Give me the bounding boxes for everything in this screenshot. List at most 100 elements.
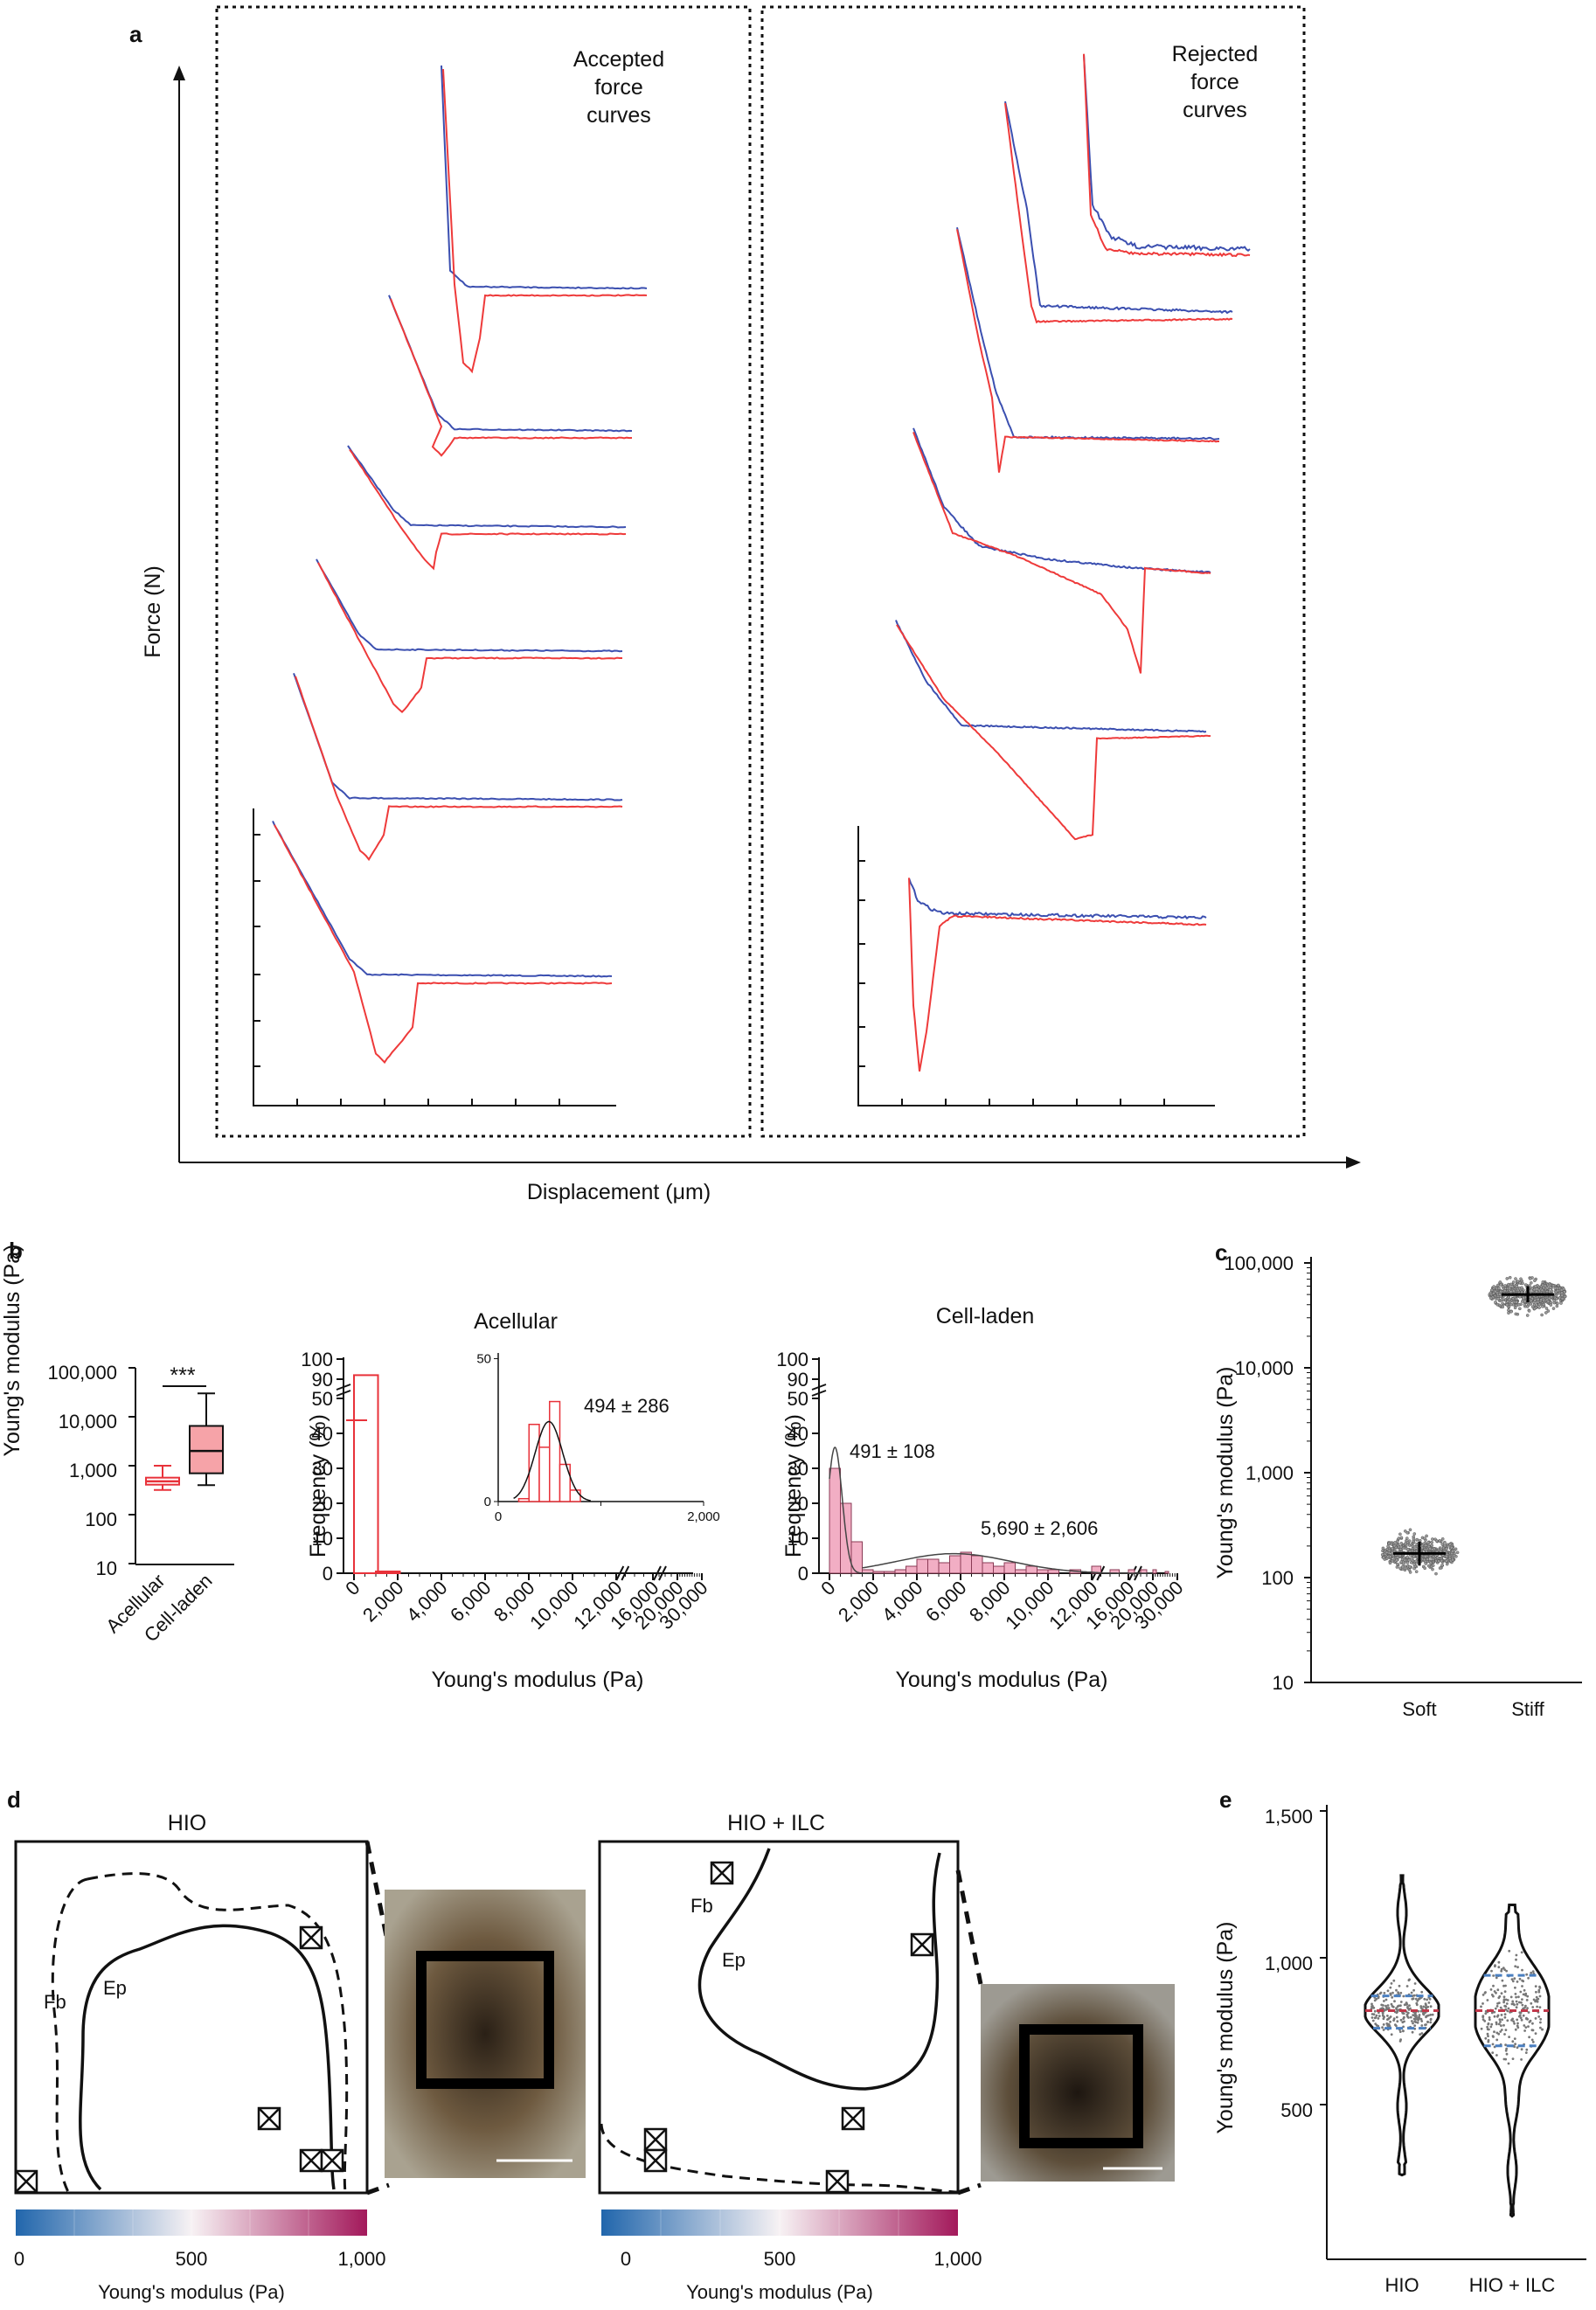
c-point-soft [1398, 1566, 1402, 1571]
rejected-curve-1-retract [908, 878, 1207, 1072]
c-point-soft [1423, 1566, 1426, 1571]
b-cell-bar [850, 1541, 863, 1574]
a-x-arrow [1346, 1156, 1361, 1169]
e-violin-hio [1364, 1874, 1440, 2177]
e-point-hio-ilc [1515, 1953, 1518, 1957]
e-point-hio-ilc [1515, 2000, 1518, 2003]
b-cell-bar [906, 1565, 918, 1574]
accepted-box [215, 5, 752, 1138]
e-point-hio [1401, 2029, 1405, 2033]
e-point-hio-ilc [1514, 1965, 1517, 1968]
e-point-hio [1384, 2004, 1387, 2008]
b-box-significance: *** [170, 1363, 195, 1388]
d-hio-excluded-marks [14, 1925, 344, 2194]
e-point-hio [1402, 2012, 1405, 2015]
d-ilc-micrograph [981, 1984, 1175, 2182]
d-ilc-cb-tick-500: 500 [764, 2248, 796, 2270]
d-ilc-title: HIO + ILC [727, 1811, 825, 1835]
e-point-hio-ilc [1490, 1994, 1494, 1996]
e-point-hio-ilc [1500, 1967, 1503, 1971]
e-point-hio-ilc [1513, 2022, 1516, 2025]
accepted-curve-5-retract [390, 298, 633, 457]
c-point-soft [1412, 1537, 1416, 1541]
d-hio-cb-label: Young's modulus (Pa) [98, 2281, 285, 2303]
e-point-hio-ilc [1487, 2022, 1490, 2026]
e-xtick-hio-ilc: HIO + ILC [1469, 2274, 1556, 2296]
c-point-stiff [1509, 1309, 1513, 1314]
b-cell-bar [971, 1555, 983, 1574]
force-curves [272, 53, 1251, 1072]
c-point-soft [1396, 1562, 1399, 1566]
b-acellular-ytick-0: 0 [323, 1563, 333, 1585]
b-acellular-ytick-20: 20 [312, 1493, 333, 1515]
d-hio-cb-tick-0: 0 [14, 2248, 24, 2270]
e-point-hio [1413, 2012, 1417, 2015]
b-cell-ytick-100: 100 [776, 1349, 808, 1370]
e-point-hio-ilc [1537, 1988, 1541, 1992]
b-cell-bar [1025, 1565, 1037, 1574]
e-point-hio-ilc [1525, 1999, 1529, 2001]
rejected-label-2: force [1190, 70, 1239, 94]
e-point-hio-ilc [1514, 1986, 1516, 1989]
c-point-stiff [1515, 1301, 1518, 1304]
c-point-soft [1399, 1536, 1404, 1540]
e-point-hio-ilc [1502, 1967, 1505, 1970]
e-point-hio [1413, 1982, 1417, 1985]
b-cell-bar [938, 1562, 950, 1574]
b-cell-ytick-20: 20 [788, 1493, 808, 1515]
e-point-hio-ilc [1535, 1990, 1537, 1994]
e-point-hio-ilc [1523, 1988, 1526, 1992]
e-point-hio-ilc [1519, 2016, 1523, 2020]
c-point-stiff [1508, 1275, 1512, 1280]
c-point-soft [1414, 1559, 1418, 1563]
e-point-hio-ilc [1513, 2045, 1516, 2049]
e-point-hio-ilc [1488, 2016, 1491, 2019]
c-point-soft [1440, 1558, 1444, 1563]
d-ilc-ep-boundary [697, 1848, 941, 2091]
e-point-hio-ilc [1495, 2054, 1498, 2057]
c-point-soft [1428, 1561, 1433, 1564]
e-point-hio-ilc [1513, 2037, 1516, 2041]
e-point-hio-ilc [1513, 1977, 1516, 1980]
e-point-hio-ilc [1518, 2014, 1522, 2017]
e-point-hio-ilc [1506, 2009, 1509, 2013]
e-point-hio-ilc [1521, 1968, 1523, 1972]
e-point-hio-ilc [1520, 2058, 1523, 2061]
c-point-soft [1389, 1542, 1393, 1546]
e-point-hio-ilc [1503, 2013, 1507, 2016]
c-ytick-100000: 100,000 [1224, 1252, 1294, 1274]
c-point-soft [1434, 1571, 1438, 1576]
c-point-soft [1397, 1537, 1401, 1540]
e-point-hio-ilc [1521, 1985, 1523, 1987]
e-point-hio-ilc [1503, 1968, 1506, 1972]
c-point-stiff [1514, 1297, 1518, 1301]
d-hio-cb-tick-500: 500 [176, 2248, 208, 2270]
e-point-hio [1373, 2009, 1377, 2013]
e-point-hio-ilc [1505, 2047, 1508, 2050]
c-point-soft [1428, 1555, 1433, 1559]
c-point-soft [1440, 1537, 1445, 1541]
c-point-soft [1391, 1546, 1394, 1550]
e-ytick-1000: 1,000 [1265, 1953, 1313, 1974]
b-cell-ytick-0: 0 [798, 1563, 808, 1585]
e-point-hio-ilc [1499, 2006, 1502, 2009]
e-point-hio-ilc [1538, 1987, 1542, 1989]
e-point-hio-ilc [1483, 2020, 1487, 2022]
c-point-soft [1443, 1540, 1447, 1544]
c-point-stiff [1492, 1285, 1495, 1288]
e-point-hio-ilc [1482, 1994, 1485, 1996]
e-point-hio-ilc [1488, 2018, 1491, 2022]
d-ilc-cb-label: Young's modulus (Pa) [686, 2281, 873, 2303]
d-ilc-colorbar [601, 2209, 958, 2236]
b-box-ytick-10000: 10,000 [59, 1411, 117, 1432]
b-cell-marks: 100905040302010002,0004,0006,0008,00010,… [776, 1349, 1187, 1634]
e-point-hio [1396, 2005, 1399, 2008]
e-point-hio [1379, 1991, 1383, 1994]
e-point-hio [1387, 2022, 1391, 2026]
c-point-stiff [1528, 1277, 1532, 1280]
e-point-hio-ilc [1484, 2009, 1488, 2013]
e-point-hio-ilc [1499, 2030, 1502, 2033]
b-cell-fit-stiff [862, 1552, 1153, 1574]
e-point-hio-ilc [1532, 1998, 1536, 2001]
c-point-stiff [1549, 1303, 1553, 1307]
